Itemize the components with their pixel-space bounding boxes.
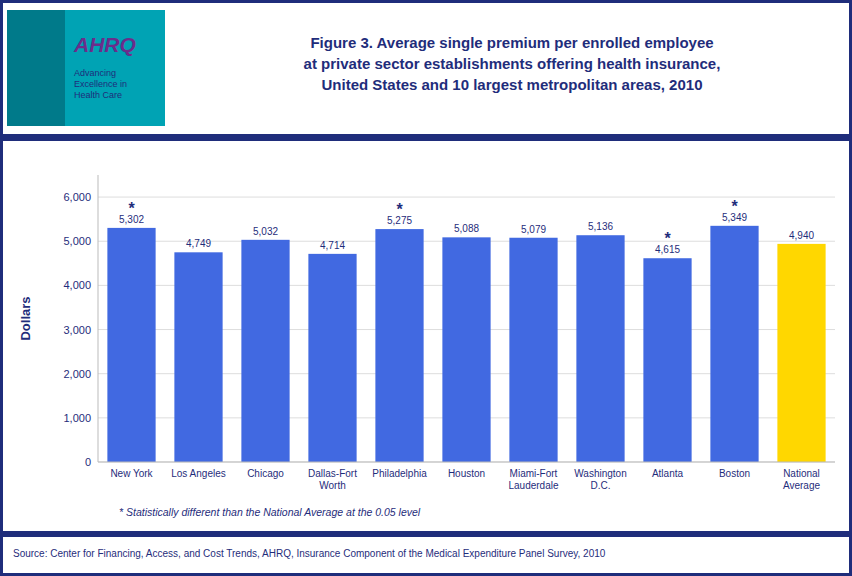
bar xyxy=(174,252,222,462)
y-tick-label: 3,000 xyxy=(63,324,91,336)
logo-strip xyxy=(7,10,65,126)
text-line: Lauderdale xyxy=(508,480,558,491)
bar xyxy=(710,226,758,462)
text-line: Chicago xyxy=(247,468,284,479)
y-axis-line xyxy=(98,175,99,462)
text-line: New York xyxy=(110,468,153,479)
significance-mark: * xyxy=(396,201,403,218)
bar xyxy=(442,237,490,462)
bar xyxy=(241,240,289,462)
logo-subtitle: AdvancingExcellence inHealth Care xyxy=(74,68,127,100)
x-axis-line xyxy=(98,462,835,463)
bar xyxy=(308,254,356,462)
data-label: 5,079 xyxy=(521,224,546,235)
y-tick-label: 5,000 xyxy=(63,235,91,247)
y-tick-label: 1,000 xyxy=(63,412,91,424)
x-tick-label: Miami-FortLauderdale xyxy=(508,468,558,491)
grid-line xyxy=(98,462,835,463)
bar xyxy=(777,244,825,462)
x-tick-label: Boston xyxy=(719,468,750,479)
text-line: Health Care xyxy=(74,90,122,100)
data-label: 4,749 xyxy=(186,238,211,249)
bar xyxy=(509,238,557,462)
bar xyxy=(375,229,423,462)
y-tick-label: 2,000 xyxy=(63,368,91,380)
separator xyxy=(3,531,849,537)
footnote: * Statistically different than the Natio… xyxy=(119,506,421,518)
text-line: United States and 10 largest metropolita… xyxy=(322,76,703,93)
y-tick-label: 6,000 xyxy=(63,191,91,203)
grid-line xyxy=(98,197,835,198)
text-line: Dallas-Fort xyxy=(308,468,357,479)
text-line: Average xyxy=(783,480,821,491)
text-line: Miami-Fort xyxy=(510,468,558,479)
outer-border xyxy=(2,2,851,575)
significance-mark: * xyxy=(664,230,671,247)
y-axis-label: Dollars xyxy=(18,296,33,340)
text-line: Atlanta xyxy=(652,468,684,479)
chart: AHRQ AdvancingExcellence inHealth Care Fig… xyxy=(0,0,852,576)
text-line: Houston xyxy=(448,468,485,479)
data-label: 5,032 xyxy=(253,226,278,237)
source: Source: Center for Financing, Access, an… xyxy=(13,548,606,559)
text-line: D.C. xyxy=(591,480,611,491)
significance-mark: * xyxy=(128,200,135,217)
background xyxy=(0,0,852,576)
bar xyxy=(576,235,624,462)
x-tick-label: Chicago xyxy=(247,468,284,479)
data-label: 4,714 xyxy=(320,240,345,251)
text-line: Excellence in xyxy=(74,79,127,89)
text-line: Worth xyxy=(319,480,346,491)
y-tick-label: 4,000 xyxy=(63,279,91,291)
x-tick-label: Dallas-FortWorth xyxy=(308,468,357,491)
x-tick-label: New York xyxy=(110,468,153,479)
text-line: Washington xyxy=(574,468,626,479)
significance-mark: * xyxy=(731,198,738,215)
x-tick-label: Los Angeles xyxy=(171,468,226,479)
y-tick-label: 0 xyxy=(85,456,91,468)
text-line: Boston xyxy=(719,468,750,479)
data-label: 5,088 xyxy=(454,223,479,234)
x-tick-label: WashingtonD.C. xyxy=(574,468,626,491)
x-tick-label: Houston xyxy=(448,468,485,479)
logo-title: AHRQ xyxy=(73,33,136,56)
separator xyxy=(3,134,849,141)
text-line: Figure 3. Average single premium per enr… xyxy=(310,34,713,51)
data-label: 5,136 xyxy=(588,221,613,232)
text-line: National xyxy=(783,468,820,479)
text-line: at private sector establishments offerin… xyxy=(304,55,721,72)
bars xyxy=(107,226,825,462)
logo-box xyxy=(7,10,165,126)
text-line: Los Angeles xyxy=(171,468,226,479)
x-tick-label: Philadelphia xyxy=(372,468,427,479)
x-tick-label: Atlanta xyxy=(652,468,684,479)
data-label: 4,940 xyxy=(789,230,814,241)
bar xyxy=(643,258,691,462)
x-tick-label: NationalAverage xyxy=(783,468,821,491)
text-line: Philadelphia xyxy=(372,468,427,479)
title: Figure 3. Average single premium per enr… xyxy=(304,34,721,93)
bar xyxy=(107,228,155,462)
text-line: Advancing xyxy=(74,68,116,78)
